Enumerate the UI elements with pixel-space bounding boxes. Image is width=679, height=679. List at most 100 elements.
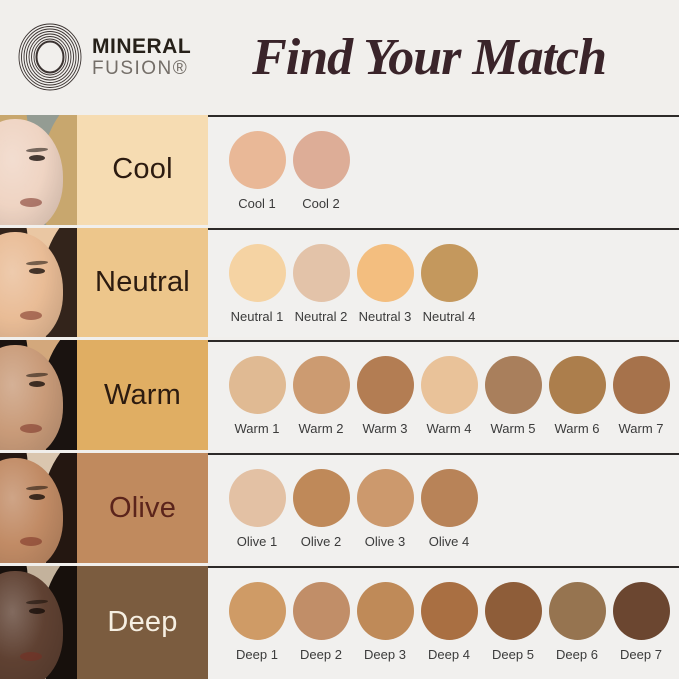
model-photo-warm [0,340,77,451]
shade-color-dot [228,130,286,189]
shade-swatch: Neutral 2 [289,230,353,324]
shade-swatch: Neutral 4 [417,230,481,324]
shade-color-dot [292,469,350,528]
shade-color-dot [228,243,286,302]
shade-swatch: Neutral 3 [353,230,417,324]
shade-row-olive: Olive Olive 1 Olive 2 Olive 3 Olive 4 [0,453,679,564]
shade-name-label: Olive 1 [236,534,278,550]
category-label-warm: Warm [77,340,208,451]
shade-color-dot [420,469,478,528]
shade-name-label: Neutral 3 [358,308,412,324]
shade-color-dot [292,582,350,641]
category-label-text: Warm [103,378,182,411]
category-label-text: Neutral [95,266,190,299]
eye-art [29,268,46,275]
shade-name-label: Warm 2 [298,421,344,437]
shade-color-dot [228,582,286,641]
brand-name-line1: MINERAL [92,35,192,59]
model-photo-neutral [0,227,77,338]
shade-name-label: Warm 1 [234,421,280,437]
shade-name-label: Deep 2 [300,647,342,663]
brand-name: MINERAL FUSION® [92,36,191,78]
shade-swatch: Warm 5 [481,342,545,436]
shade-name-label: Cool 2 [302,195,340,211]
category-label-deep: Deep [77,566,208,679]
shade-name-label: Deep 4 [428,647,470,663]
shade-row-cool: Cool Cool 1 Cool 2 [0,114,679,225]
shade-color-dot [420,243,478,302]
shade-name-label: Deep 3 [364,647,406,663]
page-title: Find Your Match [252,28,607,86]
shade-row-deep: Deep Deep 1 Deep 2 Deep 3 Deep 4 Deep 5 Deep … [0,566,679,679]
eye-art [29,607,46,614]
eye-art [29,381,46,388]
shade-color-dot [548,582,606,641]
shade-swatch: Deep 5 [481,568,545,662]
shade-color-dot [420,582,478,641]
shade-color-dot [356,356,414,415]
shade-name-label: Deep 6 [556,647,598,663]
shade-name-label: Warm 6 [554,421,600,437]
shade-swatch: Olive 4 [417,455,481,549]
eye-art [29,493,46,500]
category-label-text: Cool [112,153,173,186]
shade-swatch: Deep 7 [609,568,673,662]
shade-swatch: Olive 2 [289,455,353,549]
shade-swatch: Cool 1 [225,117,289,211]
category-label-text: Deep [107,606,178,639]
header: MINERAL FUSION® Find Your Match [0,0,679,115]
shade-swatch: Deep 6 [545,568,609,662]
lips-art [20,198,43,208]
shade-name-label: Warm 5 [490,421,536,437]
shade-color-dot [612,582,670,641]
lips-art [20,651,43,661]
shade-row-neutral: Neutral Neutral 1 Neutral 2 Neutral 3 Neutr… [0,227,679,338]
shade-swatch: Deep 3 [353,568,417,662]
lips-art [20,311,43,321]
model-photo-cool [0,114,77,225]
shade-name-label: Warm 4 [426,421,472,437]
shade-name-label: Neutral 1 [230,308,284,324]
shade-swatch: Warm 6 [545,342,609,436]
shade-color-dot [548,356,606,415]
shade-swatch: Warm 3 [353,342,417,436]
shade-name-label: Neutral 4 [422,308,476,324]
shade-swatch: Olive 1 [225,455,289,549]
shade-swatch: Warm 4 [417,342,481,436]
lips-art [20,423,43,433]
shade-name-label: Cool 1 [238,195,276,211]
shade-swatch: Cool 2 [289,117,353,211]
shade-name-label: Deep 7 [620,647,662,663]
category-label-cool: Cool [77,114,208,225]
shade-color-dot [292,130,350,189]
swatch-panel-olive: Olive 1 Olive 2 Olive 3 Olive 4 [208,453,679,564]
shade-color-dot [612,356,670,415]
swatch-panel-cool: Cool 1 Cool 2 [208,114,679,225]
swatch-panel-deep: Deep 1 Deep 2 Deep 3 Deep 4 Deep 5 Deep 6 Deep… [208,566,679,679]
category-label-neutral: Neutral [77,227,208,338]
shade-name-label: Olive 2 [300,534,342,550]
shade-swatch: Deep 1 [225,568,289,662]
shade-swatch: Warm 2 [289,342,353,436]
mineral-fusion-rings-icon [18,23,82,91]
shade-color-dot [228,356,286,415]
shade-color-dot [420,356,478,415]
shade-name-label: Warm 3 [362,421,408,437]
shade-name-label: Olive 3 [364,534,406,550]
shade-name-label: Deep 5 [492,647,534,663]
shade-color-dot [292,243,350,302]
shade-swatch: Warm 7 [609,342,673,436]
shade-swatch: Deep 2 [289,568,353,662]
shade-swatch: Deep 4 [417,568,481,662]
swatch-panel-warm: Warm 1 Warm 2 Warm 3 Warm 4 Warm 5 Warm 6 Warm… [208,340,679,451]
shade-name-label: Deep 1 [236,647,278,663]
shade-name-label: Warm 7 [618,421,664,437]
shade-color-dot [356,469,414,528]
shade-color-dot [484,582,542,641]
category-label-text: Olive [108,491,177,524]
shade-swatch: Olive 3 [353,455,417,549]
model-photo-olive [0,453,77,564]
shade-color-dot [356,582,414,641]
category-label-olive: Olive [77,453,208,564]
